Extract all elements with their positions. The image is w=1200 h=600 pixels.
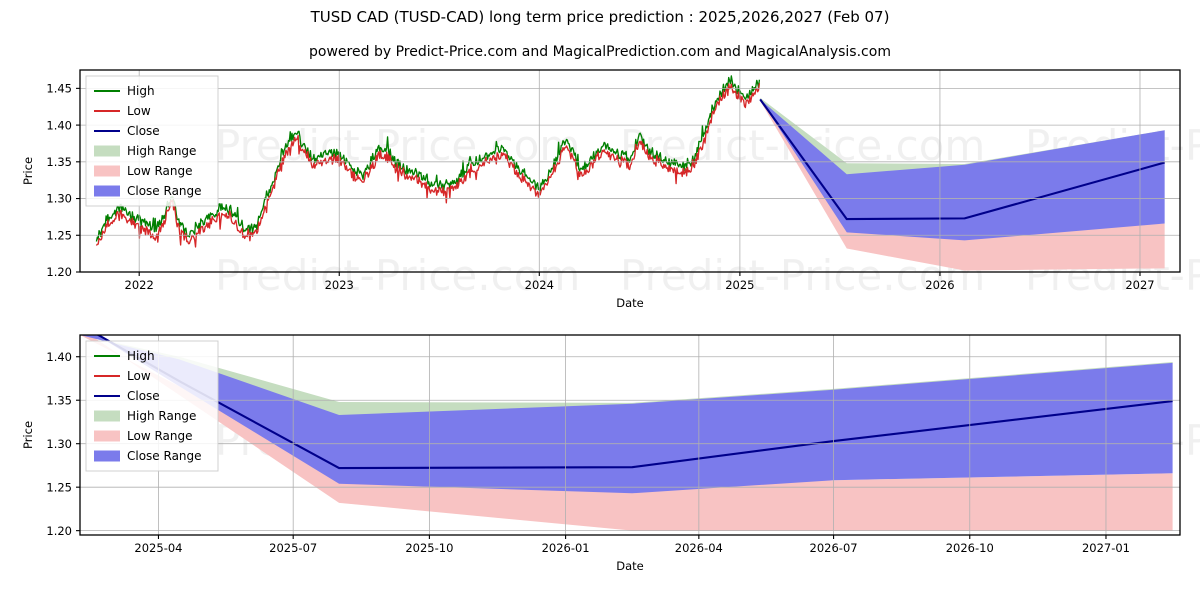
legend-label: High Range (127, 144, 196, 158)
svg-text:Predict-Price.com: Predict-Price.com (215, 251, 580, 300)
y-axis-label: Price (21, 157, 35, 185)
y-tick-label: 1.20 (46, 265, 72, 279)
x-tick-label: 2026-10 (946, 541, 994, 555)
bottom-chart-panel: Predict-Price.comPredict-Price.comPredic… (0, 325, 1200, 600)
plot-border (79, 334, 1181, 536)
x-tick-label: 2025-10 (405, 541, 453, 555)
y-tick-label: 1.20 (46, 524, 72, 538)
x-tick-label: 2024 (525, 278, 554, 292)
legend-item-close-range: Close Range (94, 449, 202, 463)
chart-legend: High Low Close High Range Low Range Close Ran… (85, 340, 219, 472)
x-axis-label: Date (616, 296, 644, 310)
historical-ohlc (95, 75, 761, 248)
x-tick-label: 2026 (925, 278, 954, 292)
legend-label: Close (127, 389, 160, 403)
legend-label: Close (127, 124, 160, 138)
legend-label: High Range (127, 409, 196, 423)
legend-item-low-range: Low Range (94, 429, 192, 443)
x-tick-label: 2025-04 (134, 541, 182, 555)
x-tick-label: 2026-04 (675, 541, 723, 555)
legend-label: Low Range (127, 164, 192, 178)
plot-border (79, 69, 1181, 273)
legend-label: Close Range (127, 184, 202, 198)
x-tick-label: 2027 (1125, 278, 1154, 292)
low-line (95, 83, 761, 248)
x-tick-label: 2026-07 (810, 541, 858, 555)
y-tick-label: 1.40 (46, 118, 72, 132)
y-tick-label: 1.35 (46, 393, 72, 407)
legend-item-low: Low (94, 104, 151, 118)
x-tick-label: 2026-01 (542, 541, 590, 555)
x-tick-label: 2025-07 (269, 541, 317, 555)
legend-label: Low (127, 369, 151, 383)
y-tick-label: 1.30 (46, 192, 72, 206)
legend-item-high-range: High Range (94, 144, 196, 158)
chart-legend: High Low Close High Range Low Range Close Ran… (85, 75, 219, 207)
gridlines (80, 335, 1180, 535)
legend-item-high: High (94, 349, 155, 363)
x-tick-label: 2022 (125, 278, 154, 292)
y-tick-label: 1.40 (46, 350, 72, 364)
x-tick-label: 2027-01 (1082, 541, 1130, 555)
page-subtitle: powered by Predict-Price.com and Magical… (309, 44, 891, 60)
forecast-bands (759, 97, 1165, 271)
x-axis-label: Date (616, 559, 644, 573)
bottom-chart-svg: Predict-Price.comPredict-Price.comPredic… (21, 334, 1200, 573)
legend-label: High (127, 84, 155, 98)
y-tick-label: 1.25 (46, 480, 72, 494)
close-range-band (80, 335, 1173, 494)
close-range-band (760, 99, 1165, 241)
y-tick-label: 1.45 (46, 82, 72, 96)
legend-label: Low Range (127, 429, 192, 443)
x-tick-label: 2025 (725, 278, 754, 292)
legend-item-high-range: High Range (94, 409, 196, 423)
legend-label: High (127, 349, 155, 363)
legend-item-close: Close (94, 389, 160, 403)
y-tick-label: 1.35 (46, 155, 72, 169)
legend-item-close: Close (94, 124, 160, 138)
legend-label: Low (127, 104, 151, 118)
legend-item-high: High (94, 84, 155, 98)
page-title: TUSD CAD (TUSD-CAD) long term price pred… (310, 8, 890, 26)
top-chart-panel: Predict-Price.com Predict-Price.com Predic… (0, 60, 1200, 325)
y-tick-label: 1.30 (46, 437, 72, 451)
plot-area (95, 75, 1165, 271)
high-line (95, 75, 761, 242)
y-axis-label: Price (21, 421, 35, 449)
legend-label: Close Range (127, 449, 202, 463)
x-tick-label: 2023 (325, 278, 354, 292)
close-line (759, 98, 1165, 221)
axes: 1.20 1.25 1.30 1.35 1.40 1.45 2022 2023 2024 2025… (21, 82, 1155, 310)
legend-item-low-range: Low Range (94, 164, 192, 178)
y-tick-label: 1.25 (46, 228, 72, 242)
legend-item-close-range: Close Range (94, 184, 202, 198)
axes: 1.20 1.25 1.30 1.35 1.40 2025-04 2025-07 2025-1… (21, 350, 1130, 573)
svg-text:Predict-Price.com: Predict-Price.com (215, 121, 580, 170)
legend-item-low: Low (94, 369, 151, 383)
